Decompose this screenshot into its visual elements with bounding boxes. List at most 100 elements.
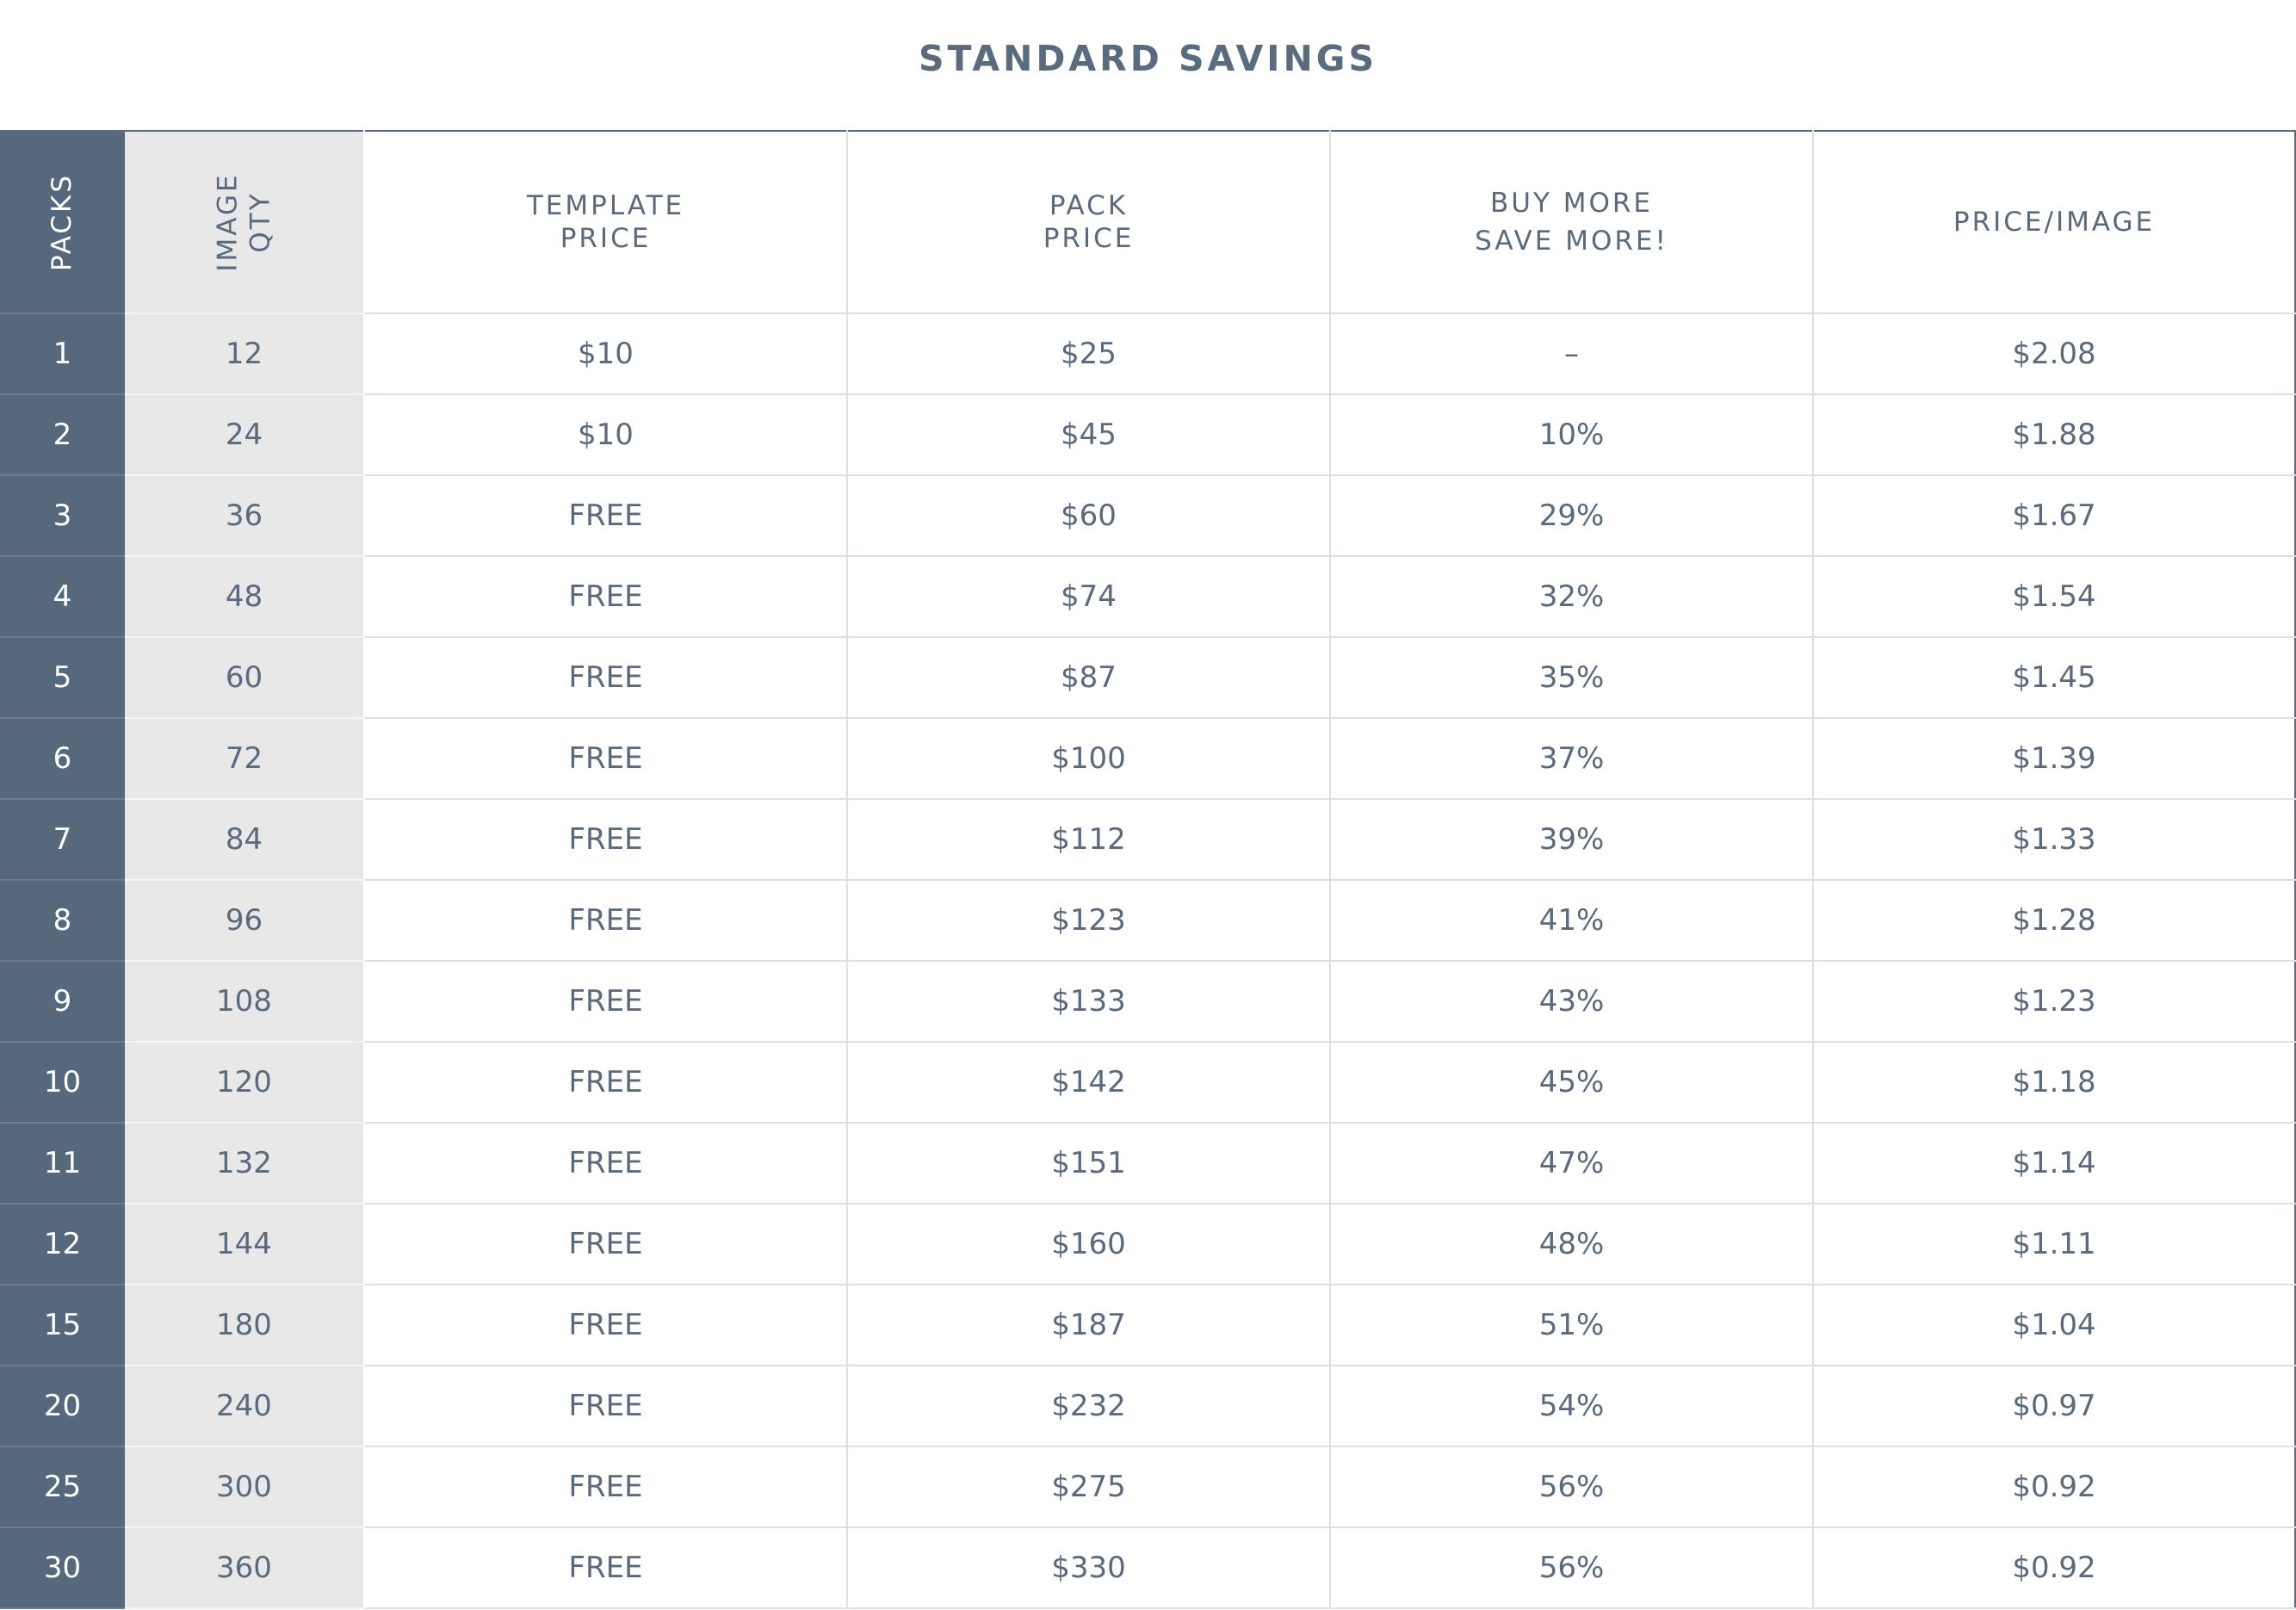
packs-cell: 3 [0,475,125,557]
template-price-cell: $10 [363,394,847,476]
header-row: PACKS IMAGE QTY TEMPLATE PRICE PACK PRIC… [0,131,2295,314]
price-per-image-cell: $0.92 [1812,1446,2295,1528]
table-row: 15 180 FREE $187 51% $1.04 [0,1285,2295,1366]
header-image-qty: IMAGE QTY [125,131,364,314]
packs-cell: 12 [0,1204,125,1285]
image-qty-cell: 300 [125,1446,364,1528]
savings-cell: 48% [1329,1204,1813,1285]
savings-cell: 51% [1329,1285,1813,1366]
pack-price-cell: $275 [846,1446,1330,1528]
header-template-price: TEMPLATE PRICE [363,131,847,314]
table-row: 8 96 FREE $123 41% $1.28 [0,880,2295,962]
table-row: 6 72 FREE $100 37% $1.39 [0,718,2295,800]
header-template-price-line1: TEMPLATE [526,190,685,221]
price-per-image-cell: $1.23 [1812,961,2295,1043]
template-price-cell: FREE [363,1042,847,1124]
savings-cell: 45% [1329,1042,1813,1124]
pack-price-cell: $74 [846,556,1330,638]
template-price-cell: FREE [363,1204,847,1285]
template-price-cell: FREE [363,637,847,719]
template-price-cell: FREE [363,475,847,557]
pack-price-cell: $87 [846,637,1330,719]
packs-cell: 8 [0,880,125,962]
image-qty-cell: 24 [125,394,364,476]
pack-price-cell: $142 [846,1042,1330,1124]
pack-price-cell: $232 [846,1365,1330,1447]
table-row: 12 144 FREE $160 48% $1.11 [0,1204,2295,1285]
template-price-cell: FREE [363,1285,847,1366]
pack-price-cell: $151 [846,1123,1330,1204]
header-image-qty-label: IMAGE QTY [211,172,276,271]
header-packs-label: PACKS [46,172,78,272]
image-qty-cell: 12 [125,313,364,395]
table-row: 5 60 FREE $87 35% $1.45 [0,637,2295,719]
template-price-cell: FREE [363,961,847,1043]
template-price-cell: FREE [363,1123,847,1204]
pack-price-cell: $60 [846,475,1330,557]
image-qty-cell: 84 [125,799,364,881]
price-per-image-cell: $1.67 [1812,475,2295,557]
savings-cell: 35% [1329,637,1813,719]
header-image-qty-line2: QTY [244,191,276,253]
price-per-image-cell: $0.92 [1812,1527,2295,1609]
image-qty-cell: 180 [125,1285,364,1366]
pack-price-cell: $160 [846,1204,1330,1285]
packs-cell: 15 [0,1285,125,1366]
template-price-cell: $10 [363,313,847,395]
table-row: 11 132 FREE $151 47% $1.14 [0,1123,2295,1204]
table-row: 7 84 FREE $112 39% $1.33 [0,799,2295,881]
price-per-image-cell: $1.45 [1812,637,2295,719]
table-row: 2 24 $10 $45 10% $1.88 [0,394,2295,476]
header-template-price-line2: PRICE [560,223,652,254]
price-per-image-cell: $0.97 [1812,1365,2295,1447]
table-row: 4 48 FREE $74 32% $1.54 [0,556,2295,638]
image-qty-cell: 144 [125,1204,364,1285]
image-qty-cell: 36 [125,475,364,557]
packs-cell: 10 [0,1042,125,1124]
price-per-image-cell: $2.08 [1812,313,2295,395]
image-qty-cell: 360 [125,1527,364,1609]
header-pack-price: PACK PRICE [846,131,1330,314]
page-title: STANDARD SAVINGS [919,38,1377,79]
header-image-qty-line1: IMAGE [212,172,244,272]
template-price-cell: FREE [363,718,847,800]
pack-price-cell: $133 [846,961,1330,1043]
image-qty-cell: 96 [125,880,364,962]
packs-cell: 25 [0,1446,125,1528]
image-qty-cell: 240 [125,1365,364,1447]
pack-price-cell: $45 [846,394,1330,476]
savings-cell: 56% [1329,1527,1813,1609]
template-price-cell: FREE [363,1446,847,1528]
header-buy-more-line1: BUY MORE [1489,188,1654,219]
packs-cell: 5 [0,637,125,719]
image-qty-cell: 132 [125,1123,364,1204]
table-row: 20 240 FREE $232 54% $0.97 [0,1365,2295,1447]
price-per-image-cell: $1.54 [1812,556,2295,638]
image-qty-cell: 108 [125,961,364,1043]
savings-cell: 56% [1329,1446,1813,1528]
packs-cell: 4 [0,556,125,638]
packs-cell: 11 [0,1123,125,1204]
packs-cell: 1 [0,313,125,395]
template-price-cell: FREE [363,1527,847,1609]
packs-cell: 7 [0,799,125,881]
price-per-image-cell: $1.18 [1812,1042,2295,1124]
table-row: 9 108 FREE $133 43% $1.23 [0,961,2295,1043]
packs-cell: 20 [0,1365,125,1447]
savings-cell: 10% [1329,394,1813,476]
price-per-image-cell: $1.88 [1812,394,2295,476]
pricing-table: PACKS IMAGE QTY TEMPLATE PRICE PACK PRIC… [0,130,2296,1609]
savings-cell: 47% [1329,1123,1813,1204]
template-price-cell: FREE [363,799,847,881]
template-price-cell: FREE [363,1365,847,1447]
header-packs: PACKS [0,131,125,314]
header-pack-price-line1: PACK [1049,190,1129,221]
packs-cell: 6 [0,718,125,800]
price-per-image-cell: $1.39 [1812,718,2295,800]
packs-cell: 30 [0,1527,125,1609]
template-price-cell: FREE [363,880,847,962]
savings-cell: 41% [1329,880,1813,962]
image-qty-cell: 48 [125,556,364,638]
savings-cell: 29% [1329,475,1813,557]
table-row: 10 120 FREE $142 45% $1.18 [0,1042,2295,1124]
